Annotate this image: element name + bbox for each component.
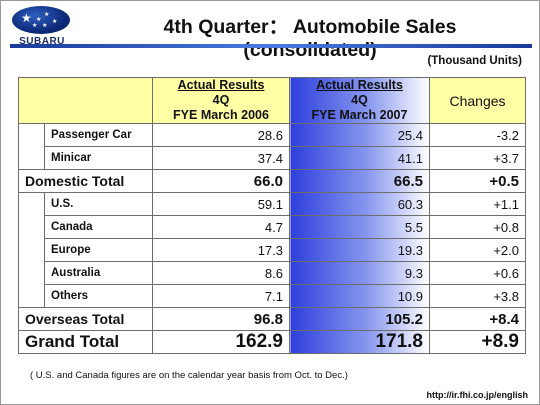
header-fye2007-line3: FYE March 2007 [311, 108, 408, 122]
row-label: Minicar [44, 146, 153, 170]
indent-cell [18, 192, 45, 308]
value-2006: 7.1 [152, 284, 290, 308]
value-2007: 19.3 [289, 238, 430, 262]
title-underline [10, 44, 532, 48]
row-label: Australia [44, 261, 153, 285]
value-2007: 105.2 [289, 307, 430, 331]
value-change: +2.0 [429, 238, 526, 262]
sales-table: Actual Results 4Q FYE March 2006 Actual … [18, 77, 526, 354]
header-changes: Changes [429, 77, 526, 124]
table-row-europe: Europe 17.3 19.3 +2.0 [19, 238, 526, 262]
value-change: +1.1 [429, 192, 526, 216]
value-2006: 8.6 [152, 261, 290, 285]
header-fye2007-line1: Actual Results [316, 78, 403, 92]
table-row-passenger-car: Passenger Car 28.6 25.4 -3.2 [18, 123, 526, 170]
table-row-australia: Australia 8.6 9.3 +0.6 [19, 261, 526, 285]
value-change: +8.9 [429, 330, 526, 354]
table-row-us: U.S. 59.1 60.3 +1.1 [18, 192, 526, 308]
header-fye2006-line1: Actual Results [177, 78, 265, 92]
units-label: (Thousand Units) [427, 55, 522, 67]
row-label: Grand Total [18, 330, 153, 354]
header-fye2006-line3: FYE March 2006 [173, 108, 269, 122]
table-row-domestic-total: Domestic Total 66.0 66.5 +0.5 [18, 169, 526, 193]
subaru-logo: ★ ★ ★ ★ ★ ★ SUBARU [12, 6, 72, 48]
value-2007: 5.5 [289, 215, 430, 239]
value-2007: 41.1 [289, 146, 430, 170]
row-label: U.S. [44, 192, 153, 216]
website-url: http://ir.fhi.co.jp/english [426, 390, 529, 400]
value-change: +0.6 [429, 261, 526, 285]
value-change: +0.8 [429, 215, 526, 239]
value-2006: 4.7 [152, 215, 290, 239]
value-change: -3.2 [429, 123, 526, 147]
value-2007: 9.3 [289, 261, 430, 285]
row-label: Others [44, 284, 153, 308]
value-2007: 66.5 [289, 169, 430, 193]
value-2006: 66.0 [152, 169, 290, 193]
row-label: Passenger Car [44, 123, 153, 147]
header-corner-cell [18, 77, 153, 124]
value-2007: 171.8 [289, 330, 430, 354]
value-2007: 25.4 [289, 123, 430, 147]
value-2006: 17.3 [152, 238, 290, 262]
footnote: ( U.S. and Canada figures are on the cal… [30, 370, 348, 381]
header-fye2007-line2: 4Q [351, 93, 368, 107]
value-change: +3.8 [429, 284, 526, 308]
header-fye2007: Actual Results 4Q FYE March 2007 [289, 77, 430, 124]
brand-name: SUBARU [19, 36, 65, 47]
header-fye2006-line2: 4Q [212, 93, 230, 107]
header-fye2006: Actual Results 4Q FYE March 2006 [152, 77, 290, 124]
value-2006: 37.4 [152, 146, 290, 170]
table-header-row: Actual Results 4Q FYE March 2006 Actual … [18, 77, 526, 124]
pleiades-emblem-icon: ★ ★ ★ ★ ★ ★ [12, 6, 70, 34]
table-row-others: Others 7.1 10.9 +3.8 [19, 284, 526, 308]
row-label: Europe [44, 238, 153, 262]
value-change: +3.7 [429, 146, 526, 170]
value-2006: 162.9 [152, 330, 290, 354]
table-row-grand-total: Grand Total 162.9 171.8 +8.9 [18, 330, 526, 354]
indent-cell [18, 123, 45, 170]
value-2007: 60.3 [289, 192, 430, 216]
value-2006: 59.1 [152, 192, 290, 216]
row-label: Canada [44, 215, 153, 239]
table-row-minicar: Minicar 37.4 41.1 +3.7 [19, 146, 526, 170]
table-row-canada: Canada 4.7 5.5 +0.8 [19, 215, 526, 239]
row-label: Overseas Total [18, 307, 153, 331]
value-change: +8.4 [429, 307, 526, 331]
value-2006: 96.8 [152, 307, 290, 331]
value-2007: 10.9 [289, 284, 430, 308]
row-label: Domestic Total [18, 169, 153, 193]
value-change: +0.5 [429, 169, 526, 193]
table-row-overseas-total: Overseas Total 96.8 105.2 +8.4 [18, 307, 526, 331]
value-2006: 28.6 [152, 123, 290, 147]
